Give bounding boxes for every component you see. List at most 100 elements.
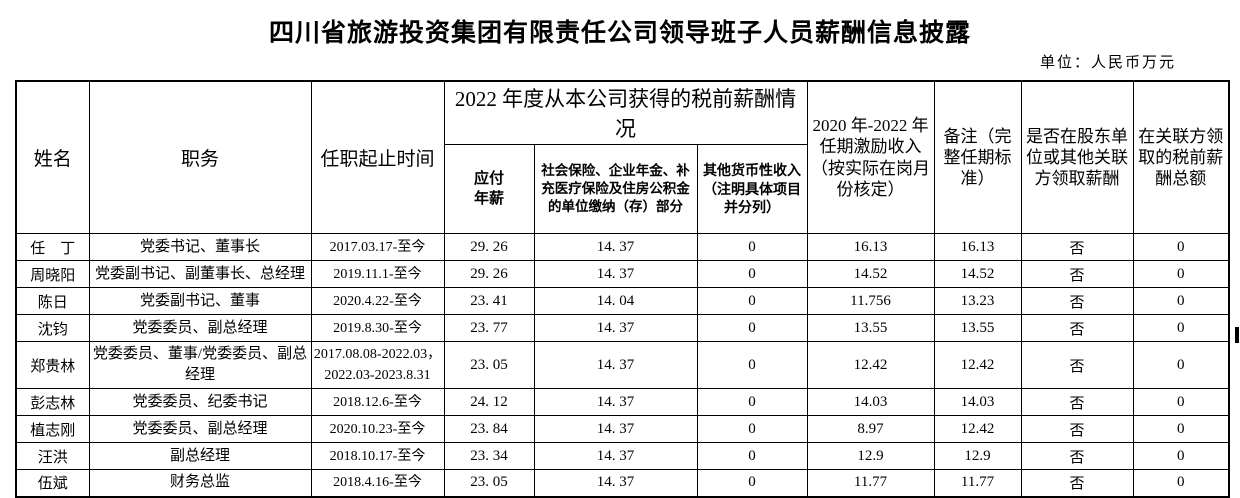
cell-incentive-income: 14.52 <box>806 260 935 288</box>
cell-name: 沈钧 <box>15 314 90 342</box>
cell-remark: 11.77 <box>933 469 1022 497</box>
cell-position: 党委书记、董事长 <box>88 233 312 261</box>
text-cursor-artifact <box>1235 327 1239 343</box>
cell-payable-salary: 29. 26 <box>443 233 535 261</box>
cell-other-income: 0 <box>696 341 808 389</box>
header-social-insurance: 社会保险、企业年金、补充医疗保险及住房公积金的单位缴纳（存）部分 <box>533 144 698 234</box>
cell-social-insurance: 14. 37 <box>533 314 698 342</box>
cell-social-insurance: 14. 04 <box>533 287 698 315</box>
cell-incentive-income: 11.756 <box>806 287 935 315</box>
cell-other-income: 0 <box>696 260 808 288</box>
table-row: 任 丁 党委书记、董事长 2017.03.17-至今 29. 26 14. 37… <box>15 233 1230 261</box>
cell-related-party-amount: 0 <box>1132 388 1230 416</box>
cell-position: 副总经理 <box>88 442 312 470</box>
cell-incentive-income: 14.03 <box>806 388 935 416</box>
cell-other-income: 0 <box>696 287 808 315</box>
cell-position: 党委委员、纪委书记 <box>88 388 312 416</box>
cell-social-insurance: 14. 37 <box>533 415 698 443</box>
header-tenure: 任职起止时间 <box>310 80 445 234</box>
cell-incentive-income: 16.13 <box>806 233 935 261</box>
cell-remark: 14.03 <box>933 388 1022 416</box>
cell-social-insurance: 14. 37 <box>533 469 698 497</box>
header-related-party-flag: 是否在股东单位或其他关联方领取薪酬 <box>1020 80 1134 234</box>
cell-tenure: 2019.8.30-至今 <box>310 314 445 342</box>
cell-payable-salary: 29. 26 <box>443 260 535 288</box>
cell-remark: 13.55 <box>933 314 1022 342</box>
cell-related-party-amount: 0 <box>1132 287 1230 315</box>
cell-other-income: 0 <box>696 469 808 497</box>
cell-remark: 16.13 <box>933 233 1022 261</box>
cell-incentive-income: 12.42 <box>806 341 935 389</box>
cell-position: 党委委员、董事/党委委员、副总经理 <box>88 341 312 389</box>
cell-name: 郑贵林 <box>15 341 90 389</box>
cell-payable-salary: 23. 05 <box>443 341 535 389</box>
cell-name: 周晓阳 <box>15 260 90 288</box>
cell-tenure: 2018.4.16-至今 <box>310 469 445 497</box>
cell-name: 彭志林 <box>15 388 90 416</box>
cell-related-party-flag: 否 <box>1020 314 1134 342</box>
cell-name: 汪洪 <box>15 442 90 470</box>
table-row: 汪洪 副总经理 2018.10.17-至今 23. 34 14. 37 0 12… <box>15 442 1230 470</box>
cell-tenure: 2017.03.17-至今 <box>310 233 445 261</box>
cell-other-income: 0 <box>696 415 808 443</box>
unit-note: 单位：人民币万元 <box>1039 55 1176 71</box>
cell-related-party-amount: 0 <box>1132 469 1230 497</box>
cell-incentive-income: 12.9 <box>806 442 935 470</box>
cell-related-party-flag: 否 <box>1020 287 1134 315</box>
cell-name: 陈日 <box>15 287 90 315</box>
cell-remark: 12.42 <box>933 415 1022 443</box>
cell-payable-salary: 23. 05 <box>443 469 535 497</box>
cell-tenure: 2019.11.1-至今 <box>310 260 445 288</box>
cell-position: 财务总监 <box>88 469 312 497</box>
cell-name: 伍斌 <box>15 469 90 497</box>
header-position: 职务 <box>88 80 312 234</box>
cell-related-party-flag: 否 <box>1020 233 1134 261</box>
header-name: 姓名 <box>15 80 90 234</box>
table-row: 陈日 党委副书记、董事 2020.4.22-至今 23. 41 14. 04 0… <box>15 287 1230 315</box>
cell-social-insurance: 14. 37 <box>533 341 698 389</box>
cell-tenure: 2020.4.22-至今 <box>310 287 445 315</box>
cell-incentive-income: 13.55 <box>806 314 935 342</box>
header-other-income: 其他货币性收入（注明具体项目并分列） <box>696 144 808 234</box>
cell-related-party-flag: 否 <box>1020 469 1134 497</box>
cell-incentive-income: 11.77 <box>806 469 935 497</box>
cell-position: 党委副书记、副董事长、总经理 <box>88 260 312 288</box>
cell-social-insurance: 14. 37 <box>533 388 698 416</box>
cell-related-party-amount: 0 <box>1132 314 1230 342</box>
cell-related-party-amount: 0 <box>1132 233 1230 261</box>
cell-related-party-flag: 否 <box>1020 260 1134 288</box>
table-row: 伍斌 财务总监 2018.4.16-至今 23. 05 14. 37 0 11.… <box>15 469 1230 497</box>
cell-tenure: 2018.10.17-至今 <box>310 442 445 470</box>
cell-related-party-amount: 0 <box>1132 341 1230 389</box>
cell-related-party-amount: 0 <box>1132 415 1230 443</box>
cell-other-income: 0 <box>696 442 808 470</box>
salary-table: 姓名 职务 任职起止时间 2022 年度从本公司获得的税前薪酬情况 2020 年… <box>15 80 1231 498</box>
header-payable-salary: 应付 年薪 <box>443 144 535 234</box>
cell-remark: 14.52 <box>933 260 1022 288</box>
cell-other-income: 0 <box>696 388 808 416</box>
cell-remark: 12.42 <box>933 341 1022 389</box>
header-row-1: 姓名 职务 任职起止时间 2022 年度从本公司获得的税前薪酬情况 2020 年… <box>15 80 1230 234</box>
cell-tenure: 2020.10.23-至今 <box>310 415 445 443</box>
cell-payable-salary: 23. 41 <box>443 287 535 315</box>
table-row: 植志刚 党委委员、副总经理 2020.10.23-至今 23. 84 14. 3… <box>15 415 1230 443</box>
cell-related-party-flag: 否 <box>1020 341 1134 389</box>
header-incentive-income: 2020 年-2022 年任期激励收入（按实际在岗月份核定） <box>806 80 935 234</box>
table-row: 周晓阳 党委副书记、副董事长、总经理 2019.11.1-至今 29. 26 1… <box>15 260 1230 288</box>
cell-related-party-flag: 否 <box>1020 388 1134 416</box>
cell-name: 植志刚 <box>15 415 90 443</box>
header-related-party-amount: 在关联方领取的税前薪酬总额 <box>1132 80 1230 234</box>
page-title: 四川省旅游投资集团有限责任公司领导班子人员薪酬信息披露 <box>268 20 971 47</box>
header-salary-2022-group: 2022 年度从本公司获得的税前薪酬情况 <box>443 80 808 145</box>
cell-social-insurance: 14. 37 <box>533 260 698 288</box>
cell-payable-salary: 24. 12 <box>443 388 535 416</box>
cell-payable-salary: 23. 84 <box>443 415 535 443</box>
cell-payable-salary: 23. 77 <box>443 314 535 342</box>
cell-payable-salary: 23. 34 <box>443 442 535 470</box>
header-remark: 备注（完整任期标准） <box>933 80 1022 234</box>
cell-social-insurance: 14. 37 <box>533 233 698 261</box>
cell-related-party-amount: 0 <box>1132 260 1230 288</box>
cell-tenure: 2018.12.6-至今 <box>310 388 445 416</box>
cell-other-income: 0 <box>696 314 808 342</box>
cell-tenure: 2017.08.08-2022.03， 2022.03-2023.8.31 <box>310 341 445 389</box>
